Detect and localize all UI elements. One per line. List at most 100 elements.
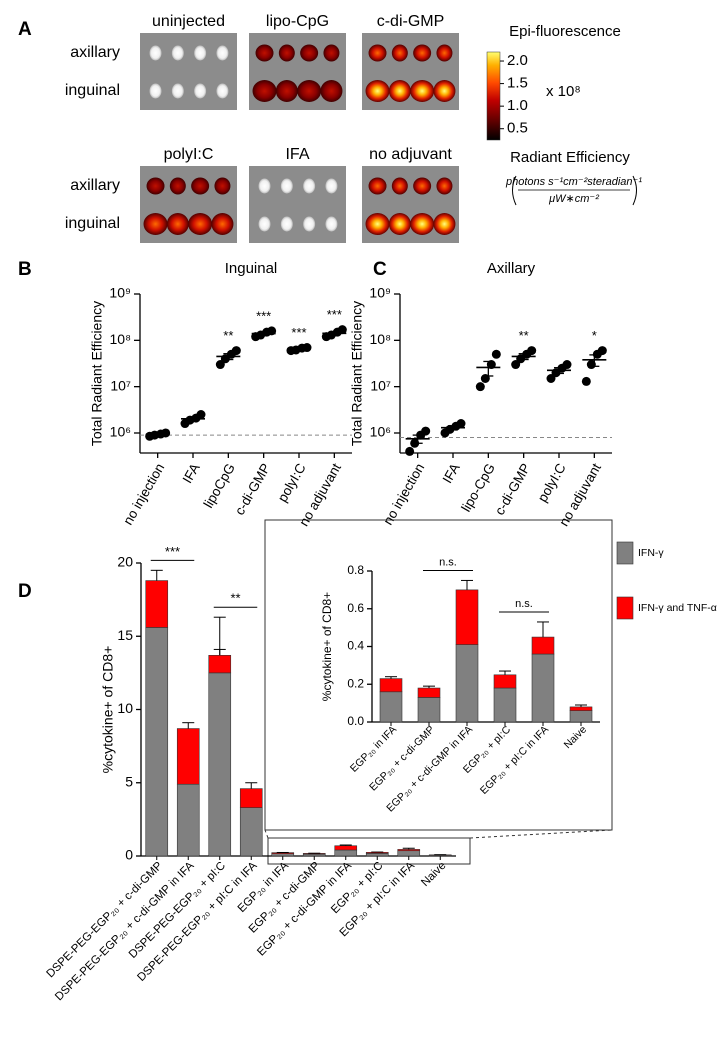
y-tick-label: 0.4 [347,639,364,653]
lymph-node [365,80,390,102]
bar-segment [417,697,441,723]
lymph-node [320,80,343,102]
lymph-node [258,178,271,194]
unit-denominator: μW∗cm⁻² [548,193,599,205]
unit-numerator: photons s⁻¹cm⁻²steradian⁻¹ [505,176,642,188]
zoom-guide [469,829,613,839]
significance-label: * [592,328,597,343]
colorbar-caption: Radiant Efficiency [510,149,630,166]
significance-label: ** [519,328,529,343]
bar-segment [239,788,263,808]
x-tick-label: polyI:C [275,461,309,505]
colorbar [486,51,501,141]
legend-label: IFN-γ [638,547,664,559]
colorbar-tick-label: 1.5 [507,75,528,92]
lymph-node [365,213,390,235]
colorbar-multiplier: x 10⁸ [546,83,581,100]
lymph-node [280,178,293,194]
y-axis-label: %cytokine+ of CD8+ [320,592,334,701]
image-title: uninjected [152,13,225,30]
image-title: polyI:C [164,146,214,163]
x-tick-label: Naive [562,723,590,751]
lymph-node [413,44,432,62]
y-tick-label: 5 [125,773,133,789]
data-point [456,419,466,429]
y-tick-label: 10⁶ [370,424,391,440]
y-tick-label: 0.0 [347,714,364,728]
row-label: axillary [70,177,120,194]
data-point [161,428,171,438]
y-tick-label: 10⁹ [369,285,391,301]
x-tick-label: IFA [440,461,463,486]
lymph-node [149,83,162,99]
image-title: IFA [285,146,309,163]
paren [512,175,517,206]
chart-title: Inguinal [225,260,278,277]
panel-label: D [18,581,32,602]
lymph-node [171,83,184,99]
lymph-node [149,45,162,61]
row-label: inguinal [65,215,120,232]
y-tick-label: 20 [117,554,133,570]
significance-label: *** [291,325,306,340]
data-point [562,360,572,370]
data-point [527,346,537,356]
lymph-node [388,213,411,235]
lymph-node [188,213,213,235]
colorbar-title: Epi-fluorescence [509,23,621,40]
x-tick-label: lipo-CpG [458,461,498,515]
y-axis-label: Total Radiant Efficiency [349,301,365,446]
panel-label: C [373,259,387,280]
y-tick-label: 10⁶ [110,424,131,440]
lymph-node [388,80,411,102]
bar-segment [493,687,517,723]
data-point [597,346,607,356]
lymph-node [410,80,435,102]
significance-label: *** [327,307,342,322]
bar-segment [531,653,555,723]
y-tick-label: 0.8 [347,563,364,577]
bar-segment [145,627,169,857]
lymph-node [171,45,184,61]
lymph-node [258,216,271,232]
lymph-node [216,83,229,99]
lymph-node [194,45,207,61]
y-tick-label: 0.2 [347,676,364,690]
lymph-node [143,213,168,235]
bar-segment [455,644,479,723]
lymph-node [413,177,432,195]
y-tick-label: 10⁷ [110,377,131,393]
lymph-node [146,177,165,195]
significance-label: *** [165,544,180,559]
y-tick-label: 15 [117,627,133,643]
bar-segment [417,687,441,698]
image-title: lipo-CpG [266,13,329,30]
bar-segment [145,580,169,628]
lymph-node [325,178,338,194]
colorbar-tick-label: 1.0 [507,97,528,114]
panel-label: A [18,19,32,40]
x-tick-label: no injection [120,461,167,528]
significance-label: ** [223,328,233,343]
bar-segment [379,691,403,723]
bar-segment [379,678,403,693]
x-tick-label: IFA [180,461,203,486]
lymph-node [303,216,316,232]
bar-segment [493,674,517,689]
legend-label: IFN-γ and TNF-α [638,602,717,614]
bar-segment [176,783,200,857]
image-title: no adjuvant [369,146,452,163]
lymph-node [275,80,298,102]
chart-title: Axillary [487,260,536,277]
bar-segment [334,845,358,851]
data-point [475,382,485,392]
y-tick-label: 10⁸ [110,331,132,347]
row-label: axillary [70,44,120,61]
bar-segment [397,849,421,852]
bar-segment [271,853,295,857]
row-label: inguinal [65,82,120,99]
lymph-node [169,177,186,195]
lymph-node [368,177,387,195]
data-point [405,446,415,456]
